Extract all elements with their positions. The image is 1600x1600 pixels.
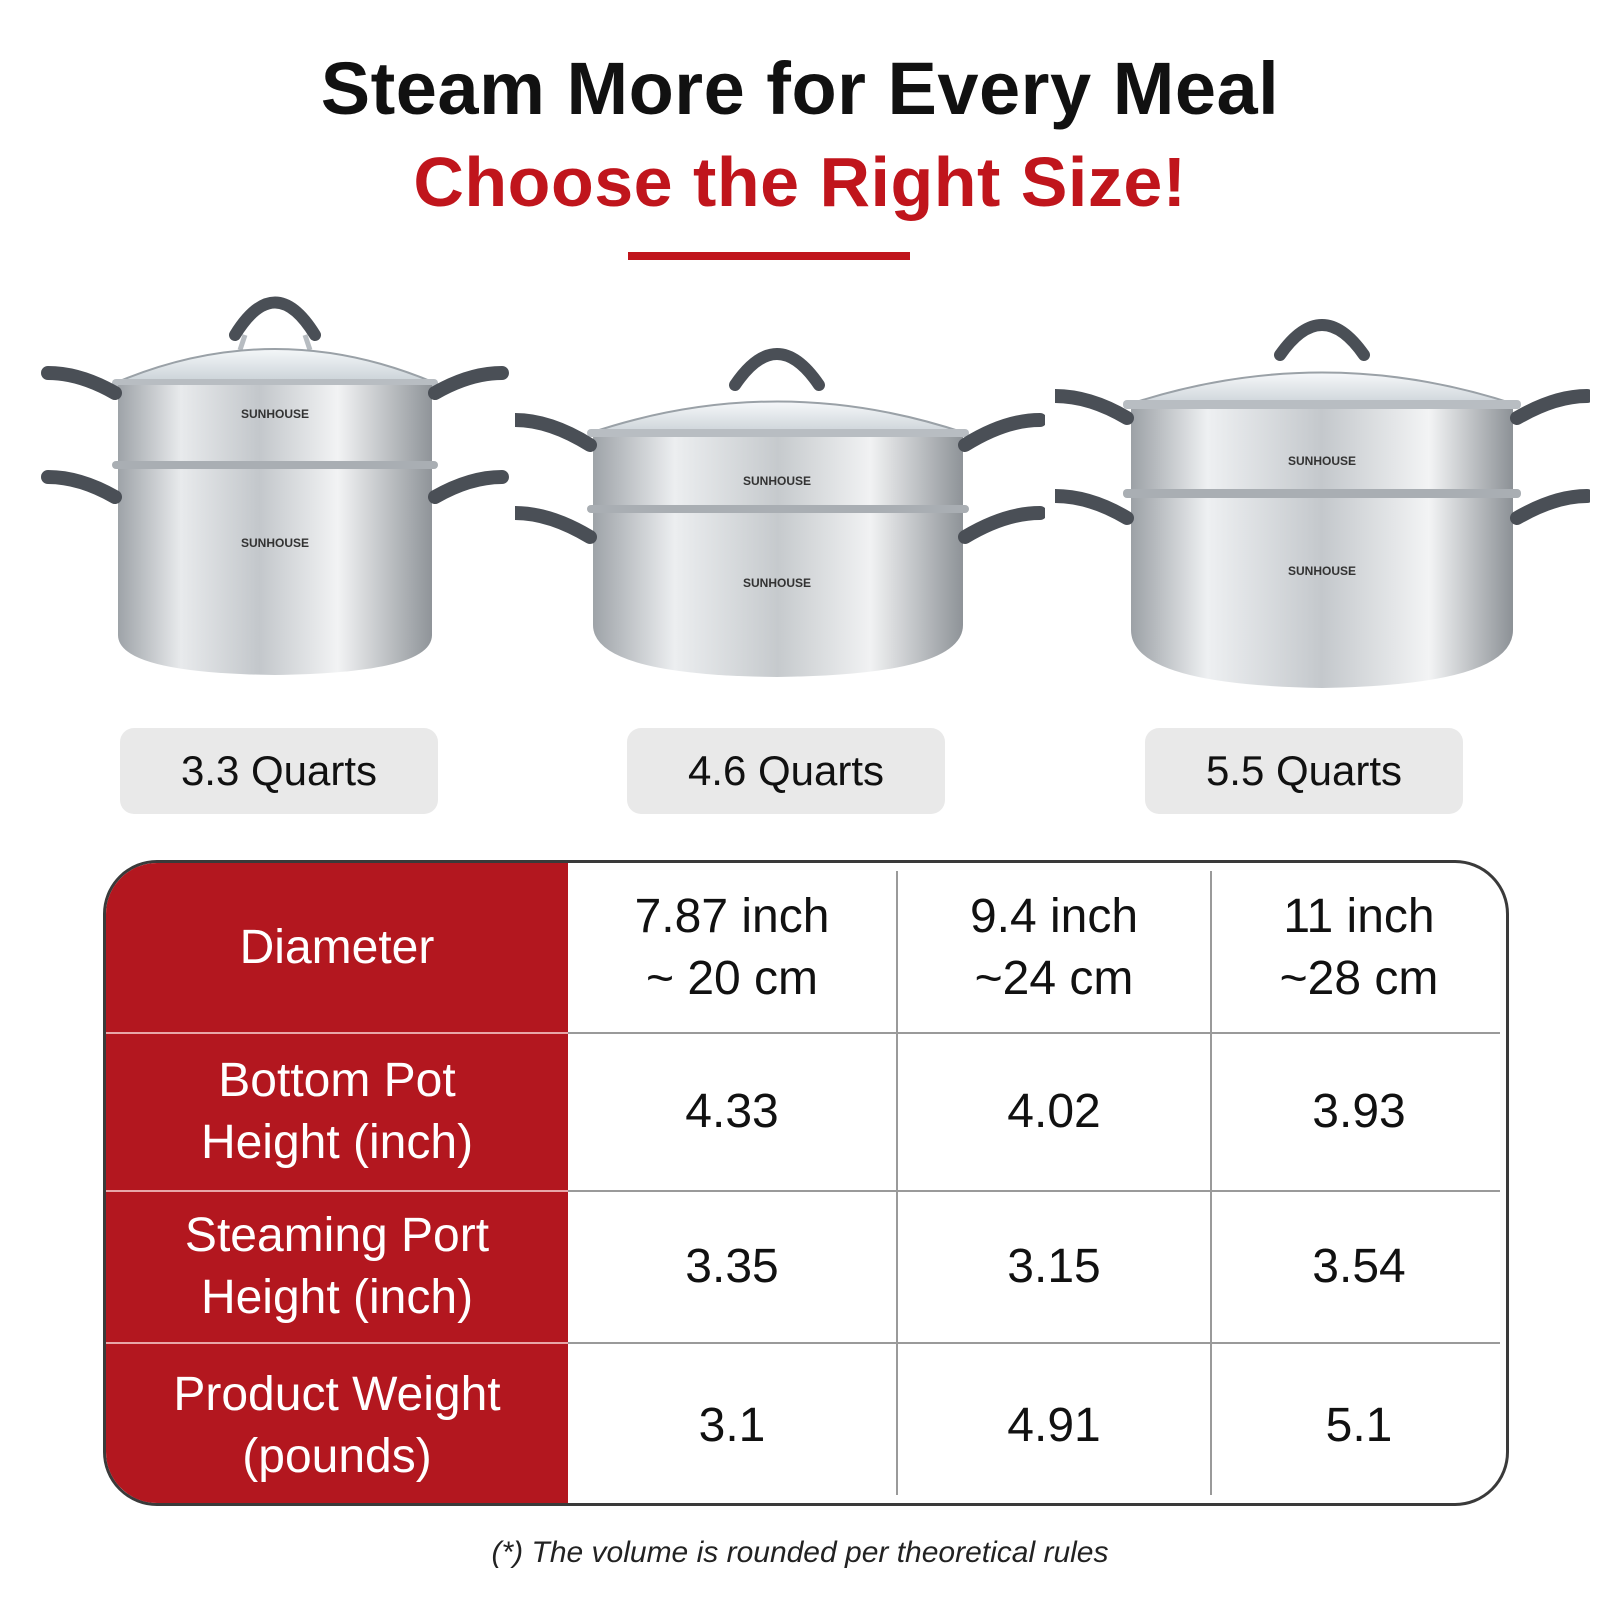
table-header-column: [106, 863, 568, 1503]
brand-label: SUNHOUSE: [743, 474, 811, 488]
brand-label: SUNHOUSE: [241, 407, 309, 421]
row-divider: [568, 1342, 1500, 1344]
steamer-pot-large-image: SUNHOUSE SUNHOUSE: [1055, 300, 1590, 710]
row-divider: [106, 1032, 568, 1034]
table-cell: 3.1: [698, 1399, 766, 1452]
specifications-table: Diameter Bottom Pot Height (inch) Steamin…: [103, 860, 1509, 1506]
row-label-product-weight: Product Weight (pounds): [173, 1368, 501, 1483]
table-cell: 4.02: [1007, 1085, 1101, 1138]
row-divider: [568, 1190, 1500, 1192]
table-cell: 4.91: [1007, 1399, 1101, 1452]
row-label-steaming-port-height: Steaming Port Height (inch): [184, 1209, 490, 1324]
row-label-diameter: Diameter: [239, 921, 435, 974]
footnote: (*) The volume is rounded per theoretica…: [491, 1536, 1109, 1569]
table-cell: 5.1: [1325, 1399, 1393, 1452]
size-label-small: 3.3 Quarts: [120, 728, 438, 814]
steamer-pot-small-image: SUNHOUSE SUNHOUSE: [40, 275, 520, 695]
table-cell: 7.87 inch ~ 20 cm: [634, 890, 830, 1005]
size-label-large: 5.5 Quarts: [1145, 728, 1463, 814]
headline-underline: [628, 252, 910, 260]
table-cell: 4.33: [685, 1085, 779, 1138]
size-label-medium: 4.6 Quarts: [627, 728, 945, 814]
headline-primary: Steam More for Every Meal: [320, 47, 1280, 130]
headline-secondary: Choose the Right Size!: [413, 143, 1187, 221]
row-divider: [106, 1342, 568, 1344]
column-divider: [1210, 871, 1212, 1495]
row-label-bottom-pot-height: Bottom Pot Height (inch): [200, 1054, 474, 1169]
table-cell: 9.4 inch ~24 cm: [969, 890, 1139, 1005]
row-divider: [106, 1190, 568, 1192]
brand-label: SUNHOUSE: [743, 576, 811, 590]
table-cell: 11 inch ~28 cm: [1279, 890, 1439, 1005]
table-cell: 3.93: [1312, 1085, 1406, 1138]
brand-label: SUNHOUSE: [1288, 564, 1356, 578]
brand-label: SUNHOUSE: [241, 536, 309, 550]
column-divider: [896, 871, 898, 1495]
brand-label: SUNHOUSE: [1288, 454, 1356, 468]
row-divider: [568, 1032, 1500, 1034]
steamer-pot-medium-image: SUNHOUSE SUNHOUSE: [515, 325, 1045, 705]
table-cell: 3.35: [685, 1240, 779, 1293]
table-cell: 3.54: [1312, 1240, 1406, 1293]
table-cell: 3.15: [1007, 1240, 1101, 1293]
